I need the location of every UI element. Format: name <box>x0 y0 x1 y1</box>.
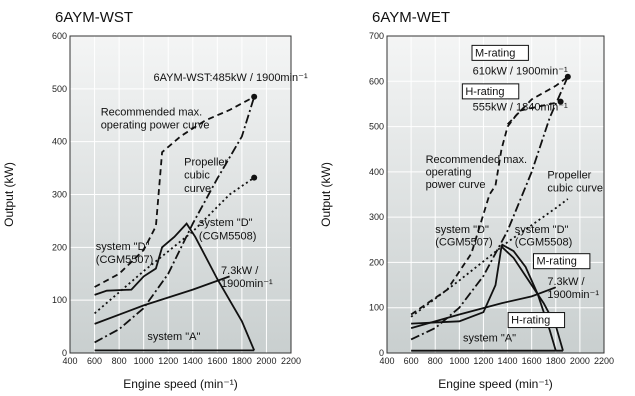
series-line-6 <box>501 243 557 351</box>
boxed-label: M-rating <box>536 256 576 268</box>
annotation-label: Recommended max. <box>101 106 203 118</box>
annotation-label: system "A" <box>463 333 516 345</box>
x-tick-label: 1200 <box>158 356 178 366</box>
annotation-label: (CGM5507) <box>435 237 492 249</box>
y-tick-label: 200 <box>52 242 67 252</box>
annotation-label: cubic <box>184 170 210 182</box>
x-tick-label: 1600 <box>207 356 227 366</box>
annotation-label: (CGM5507) <box>96 254 153 266</box>
series-line-3 <box>94 176 255 315</box>
series-line-4 <box>94 222 256 351</box>
series-line-7 <box>410 286 557 329</box>
plot-frame <box>386 35 605 354</box>
annotation-label: operating power curve <box>101 119 210 131</box>
series-line-1 <box>94 96 255 288</box>
y-tick-label: 100 <box>369 303 384 313</box>
data-marker <box>251 174 258 181</box>
y-tick-label: 100 <box>52 295 67 305</box>
y-tick-label: 400 <box>369 167 384 177</box>
x-axis-label: Engine speed (min⁻¹) <box>123 377 237 391</box>
y-tick-label: 400 <box>52 137 67 147</box>
boxed-label-frame <box>532 253 591 270</box>
x-tick-label: 1600 <box>522 356 542 366</box>
x-tick-label: 400 <box>62 356 77 366</box>
boxed-label: M-rating <box>475 47 515 59</box>
y-axis-label: Output (kW) <box>319 162 333 227</box>
annotation-label: system "A" <box>147 331 200 343</box>
annotation-label: system "D" <box>199 217 253 229</box>
x-tick-label: 1000 <box>449 356 469 366</box>
y-tick-label: 300 <box>52 190 67 200</box>
annotation-label: operating <box>426 166 472 178</box>
x-tick-label: 1200 <box>473 356 493 366</box>
y-tick-label: 0 <box>379 348 384 358</box>
boxed-label-frame <box>471 44 529 61</box>
annotation-label: (CGM5508) <box>199 230 256 242</box>
annotation-label: Propeller <box>184 156 228 168</box>
x-tick-label: 800 <box>428 356 443 366</box>
annotation-label: 7.3kW / <box>547 276 585 288</box>
x-tick-label: 600 <box>404 356 419 366</box>
y-tick-label: 600 <box>369 76 384 86</box>
y-tick-label: 700 <box>369 31 384 41</box>
data-marker <box>251 93 258 100</box>
x-tick-label: 2000 <box>256 356 276 366</box>
x-tick-label: 1400 <box>183 356 203 366</box>
series-line-5 <box>94 275 230 325</box>
chart-title: 6AYM-WET <box>372 9 450 26</box>
x-tick-label: 2200 <box>594 356 614 366</box>
y-tick-label: 500 <box>52 84 67 94</box>
y-tick-label: 200 <box>369 257 384 267</box>
annotation-label: curve <box>184 183 211 195</box>
y-axis-label: Output (kW) <box>2 162 16 227</box>
data-marker <box>557 98 564 105</box>
series-line-3 <box>410 76 569 341</box>
annotation-label: Propeller <box>547 170 591 182</box>
data-marker <box>564 73 571 80</box>
y-tick-label: 0 <box>62 348 67 358</box>
x-tick-label: 1400 <box>498 356 518 366</box>
y-tick-label: 500 <box>369 122 384 132</box>
annotation-label: 555kW / 1840min⁻¹ <box>473 102 568 114</box>
annotation-label: Recommended max. <box>426 154 527 166</box>
plot-frame <box>69 35 292 354</box>
x-tick-label: 2000 <box>570 356 590 366</box>
series-line-2 <box>94 96 256 344</box>
annotation-label: system "D" <box>96 241 150 253</box>
y-tick-label: 300 <box>369 212 384 222</box>
annotation-label: cubic curve <box>547 182 603 194</box>
y-tick-label: 600 <box>52 31 67 41</box>
annotation-label: 7.3kW / <box>221 265 259 277</box>
series-line-4 <box>410 198 569 318</box>
x-tick-label: 1000 <box>134 356 154 366</box>
x-tick-label: 400 <box>379 356 394 366</box>
boxed-label: H-rating <box>511 315 550 327</box>
annotation-label: (CGM5508) <box>515 237 572 249</box>
annotation-label: 1900min⁻¹ <box>547 289 599 301</box>
x-tick-label: 1800 <box>232 356 252 366</box>
chart-title: 6AYM-WST <box>55 9 133 26</box>
x-axis-label: Engine speed (min⁻¹) <box>438 377 552 391</box>
boxed-label-frame <box>507 312 566 329</box>
boxed-label-frame <box>461 83 520 100</box>
annotation-label: power curve <box>426 179 486 191</box>
annotation-label: 6AYM-WST:485kW / 1900min⁻¹ <box>153 72 307 84</box>
boxed-label: H-rating <box>465 86 504 98</box>
x-tick-label: 600 <box>87 356 102 366</box>
annotation-label: system "D" <box>435 224 489 236</box>
annotation-label: system "D" <box>515 224 569 236</box>
annotation-label: 610kW / 1900min⁻¹ <box>473 65 568 77</box>
annotation-label: 1900min⁻¹ <box>221 278 273 290</box>
x-tick-label: 800 <box>112 356 127 366</box>
x-tick-label: 2200 <box>281 356 301 366</box>
x-tick-label: 1800 <box>546 356 566 366</box>
